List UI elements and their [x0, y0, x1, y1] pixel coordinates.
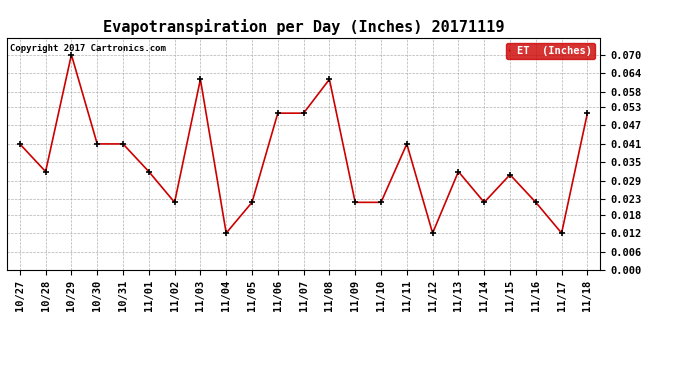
Title: Evapotranspiration per Day (Inches) 20171119: Evapotranspiration per Day (Inches) 2017… [103, 19, 504, 35]
Legend: ET  (Inches): ET (Inches) [506, 43, 595, 59]
Text: Copyright 2017 Cartronics.com: Copyright 2017 Cartronics.com [10, 45, 166, 54]
